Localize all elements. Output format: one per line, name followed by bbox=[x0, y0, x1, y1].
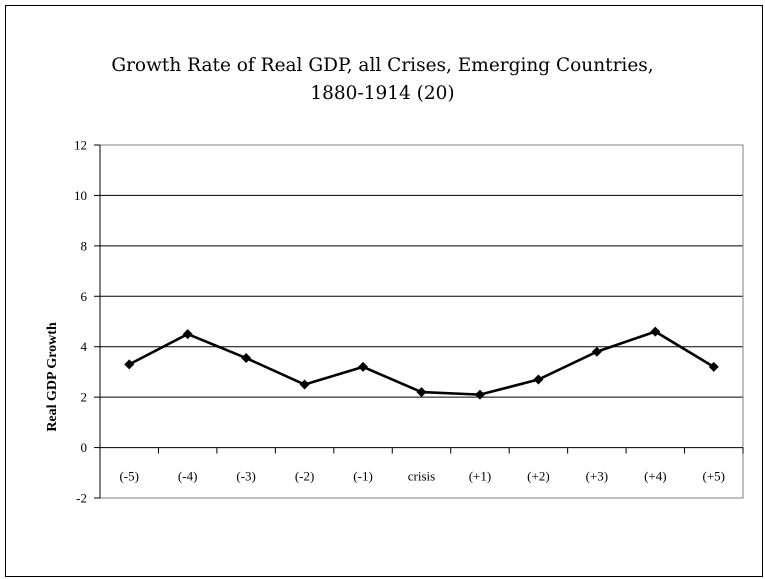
y-tick-label: 8 bbox=[81, 238, 88, 253]
x-tick-label: (-4) bbox=[178, 469, 198, 484]
y-tick-labels: -2 0 2 4 6 8 10 12 bbox=[74, 138, 88, 506]
x-tick-label: (-2) bbox=[295, 469, 315, 484]
chart-title: Growth Rate of Real GDP, all Crises, Eme… bbox=[0, 52, 765, 108]
x-tick-label: (-1) bbox=[353, 469, 373, 484]
x-tick-label: (+2) bbox=[527, 469, 550, 484]
x-tick-label: crisis bbox=[408, 469, 435, 484]
y-tick-label: 12 bbox=[74, 138, 87, 153]
data-point bbox=[182, 329, 193, 340]
gridlines bbox=[100, 194, 743, 398]
data-point bbox=[241, 353, 252, 364]
data-point bbox=[416, 387, 427, 398]
x-tick-label: (+5) bbox=[703, 469, 726, 484]
y-tick-label: 4 bbox=[81, 339, 88, 354]
x-tick-label: (-3) bbox=[236, 469, 256, 484]
x-tick-label: (+4) bbox=[644, 469, 667, 484]
y-axis-label: Real GDP Growth bbox=[45, 322, 60, 432]
data-point bbox=[474, 389, 485, 400]
data-point bbox=[650, 326, 661, 337]
y-tick-label: 0 bbox=[81, 440, 88, 455]
x-tick-label: (+1) bbox=[469, 469, 492, 484]
plot-area bbox=[99, 144, 744, 499]
data-point bbox=[358, 361, 369, 372]
data-point bbox=[533, 374, 544, 385]
data-point bbox=[591, 346, 602, 357]
data-points bbox=[124, 326, 719, 400]
axes bbox=[94, 144, 744, 499]
chart-frame bbox=[5, 5, 763, 577]
x-tick-label: (+3) bbox=[586, 469, 609, 484]
data-point bbox=[708, 361, 719, 372]
x-tick-label: (-5) bbox=[119, 469, 139, 484]
y-tick-label: 2 bbox=[81, 390, 88, 405]
x-tick-labels: (-5) (-4) (-3) (-2) (-1) crisis (+1) (+2) (+3) (+… bbox=[119, 469, 725, 484]
data-point bbox=[124, 359, 135, 370]
series-line bbox=[128, 330, 715, 396]
data-point bbox=[299, 379, 310, 390]
chart-title-line-1: Growth Rate of Real GDP, all Crises, Eme… bbox=[111, 55, 654, 76]
y-tick-label: 10 bbox=[74, 188, 87, 203]
y-tick-label: 6 bbox=[81, 289, 88, 304]
chart-title-line-2: 1880-1914 (20) bbox=[310, 83, 455, 104]
y-tick-label: -2 bbox=[76, 491, 87, 506]
